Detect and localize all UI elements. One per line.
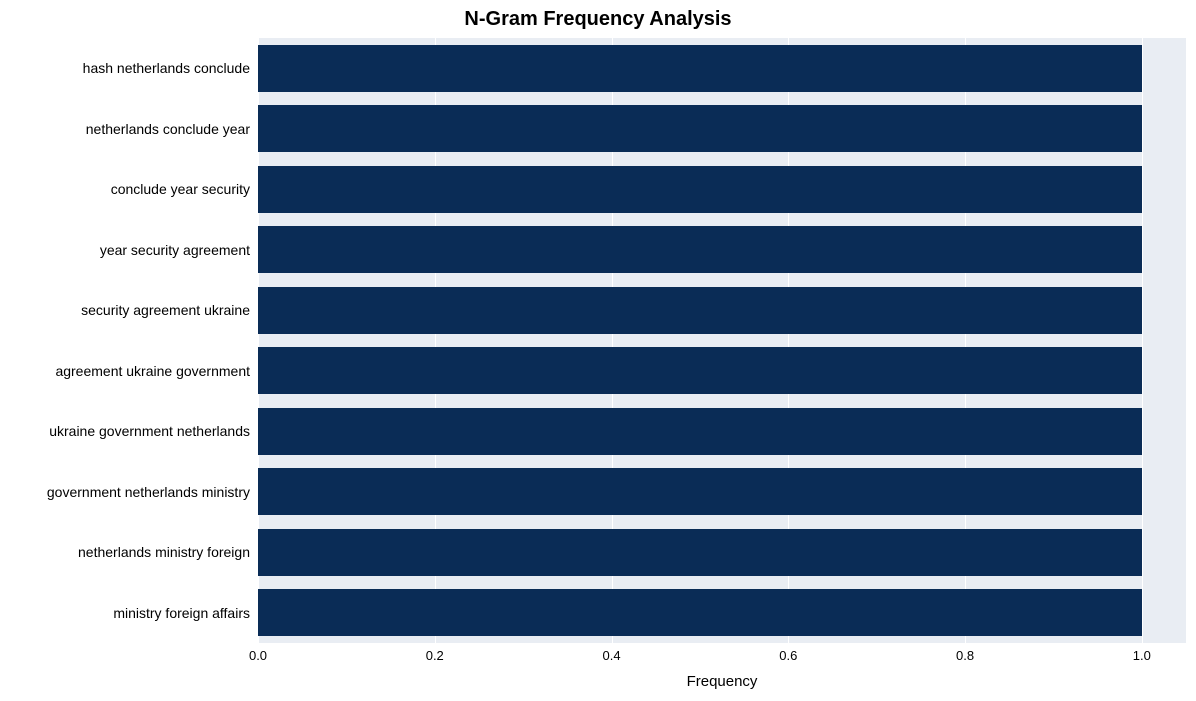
chart-title: N-Gram Frequency Analysis	[0, 8, 1196, 31]
y-axis-label: hash netherlands conclude	[0, 60, 250, 76]
plot-area	[258, 38, 1186, 643]
ngram-frequency-chart: N-Gram Frequency Analysis hash netherlan…	[0, 8, 1196, 701]
x-axis-labels: 0.00.20.40.60.81.0	[258, 648, 1186, 673]
chart-bar	[258, 166, 1142, 213]
y-axis-label: government netherlands ministry	[0, 484, 250, 500]
y-axis-label: ukraine government netherlands	[0, 423, 250, 439]
y-axis-labels: hash netherlands conclude netherlands con…	[0, 38, 250, 643]
x-axis-tick-label: 0.6	[779, 648, 797, 663]
chart-bar	[258, 347, 1142, 394]
y-axis-label: netherlands conclude year	[0, 121, 250, 137]
chart-bar	[258, 589, 1142, 636]
bars-wrapper	[258, 38, 1186, 643]
y-axis-label: year security agreement	[0, 242, 250, 258]
x-axis-tick-label: 1.0	[1133, 648, 1151, 663]
y-axis-label: security agreement ukraine	[0, 302, 250, 318]
y-axis-label: netherlands ministry foreign	[0, 544, 250, 560]
x-axis-tick-label: 0.8	[956, 648, 974, 663]
chart-bar	[258, 529, 1142, 576]
chart-bar	[258, 468, 1142, 515]
x-axis-tick-label: 0.2	[426, 648, 444, 663]
chart-bar	[258, 105, 1142, 152]
x-axis-title: Frequency	[258, 673, 1186, 690]
y-axis-label: agreement ukraine government	[0, 363, 250, 379]
x-axis-tick-label: 0.4	[602, 648, 620, 663]
chart-bar	[258, 45, 1142, 92]
chart-bar	[258, 287, 1142, 334]
y-axis-label: ministry foreign affairs	[0, 605, 250, 621]
chart-bar	[258, 226, 1142, 273]
chart-bar	[258, 408, 1142, 455]
y-axis-label: conclude year security	[0, 181, 250, 197]
x-axis-tick-label: 0.0	[249, 648, 267, 663]
